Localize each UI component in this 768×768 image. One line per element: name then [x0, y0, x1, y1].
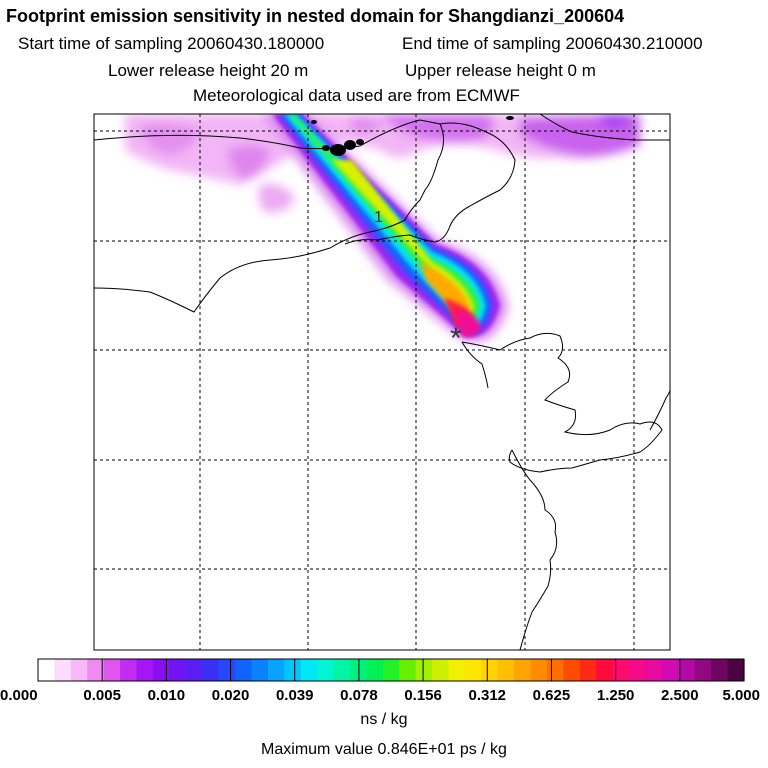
colorbar-swatch: [382, 659, 400, 681]
map-islands: [311, 116, 514, 156]
colorbar-tick-label: 0.625: [533, 687, 571, 704]
colorbar-swatch: [218, 659, 236, 681]
sampling-start-time: Start time of sampling 20060430.180000: [18, 34, 325, 53]
meteorological-data-note: Meteorological data used are from ECMWF: [193, 86, 520, 105]
colorbar-swatch: [103, 659, 121, 681]
colorbar-swatch: [481, 659, 499, 681]
colorbar-swatch: [645, 659, 663, 681]
colorbar-swatch: [317, 659, 335, 681]
colorbar-swatch: [251, 659, 269, 681]
colorbar-swatch: [448, 659, 466, 681]
map-area: 1 *: [94, 114, 670, 650]
sampling-end-time: End time of sampling 20060430.210000: [402, 34, 703, 53]
colorbar-swatch: [185, 659, 203, 681]
colorbar-swatch: [267, 659, 285, 681]
colorbar-swatch: [415, 659, 433, 681]
colorbar-swatch: [497, 659, 515, 681]
colorbar-tick-label: 0.078: [340, 687, 378, 704]
colorbar-swatch: [678, 659, 696, 681]
map-gridlines: [94, 114, 670, 650]
colorbar-swatch: [333, 659, 351, 681]
max-value-label: Maximum value 0.846E+01 ps / kg: [261, 741, 507, 758]
colorbar-swatch: [399, 659, 417, 681]
colorbar-swatch: [727, 659, 745, 681]
lower-release-height: Lower release height 20 m: [108, 61, 309, 80]
colorbar-swatch: [661, 659, 679, 681]
map-coastlines: [94, 114, 670, 650]
colorbar-swatch: [284, 659, 302, 681]
colorbar-swatch: [136, 659, 154, 681]
colorbar-swatch: [563, 659, 581, 681]
colorbar-frame: [37, 658, 745, 682]
colorbar-tick-label: 0.000: [0, 687, 38, 704]
colorbar-swatch: [202, 659, 220, 681]
colorbar-tick-label: 0.156: [404, 687, 442, 704]
colorbar-swatch: [694, 659, 712, 681]
colorbar-swatch: [70, 659, 88, 681]
colorbar-tick-label: 0.005: [83, 687, 121, 704]
colorbar-swatch: [579, 659, 597, 681]
colorbar-swatch: [530, 659, 548, 681]
colorbar-swatch: [612, 659, 630, 681]
colorbar-swatch: [596, 659, 614, 681]
colorbar-swatch: [464, 659, 482, 681]
colorbar-swatch: [546, 659, 564, 681]
colorbar-swatch: [120, 659, 138, 681]
colorbar-swatch: [300, 659, 318, 681]
colorbar-tick-label: 0.312: [468, 687, 506, 704]
receptor-marker: *: [450, 322, 462, 355]
colorbar: [37, 658, 745, 682]
colorbar-labels: 0.000 0.005 0.010 0.020 0.039 0.078 0.156 0.312…: [0, 687, 760, 704]
upper-release-height: Upper release height 0 m: [405, 61, 596, 80]
colorbar-swatch: [235, 659, 253, 681]
colorbar-tick-label: 0.020: [212, 687, 250, 704]
colorbar-swatch: [432, 659, 450, 681]
colorbar-tick-label: 0.039: [276, 687, 314, 704]
colorbar-swatch: [54, 659, 72, 681]
colorbar-swatch: [87, 659, 105, 681]
colorbar-tick-label: 5.000: [722, 687, 760, 704]
colorbar-swatch: [152, 659, 170, 681]
map-frame: [93, 113, 671, 651]
colorbar-tick-label: 1.250: [597, 687, 635, 704]
colorbar-swatch: [169, 659, 187, 681]
colorbar-swatch: [629, 659, 647, 681]
colorbar-swatch: [366, 659, 384, 681]
colorbar-swatch: [38, 659, 56, 681]
colorbar-tick-label: 2.500: [661, 687, 699, 704]
colorbar-swatch: [514, 659, 532, 681]
chart-title: Footprint emission sensitivity in nested…: [6, 6, 625, 26]
plume-label: 1: [374, 209, 383, 226]
colorbar-swatch: [711, 659, 729, 681]
northern-sensitivity-field: [125, 114, 640, 213]
unit-label: ns / kg: [360, 711, 408, 728]
colorbar-tick-label: 0.010: [148, 687, 186, 704]
